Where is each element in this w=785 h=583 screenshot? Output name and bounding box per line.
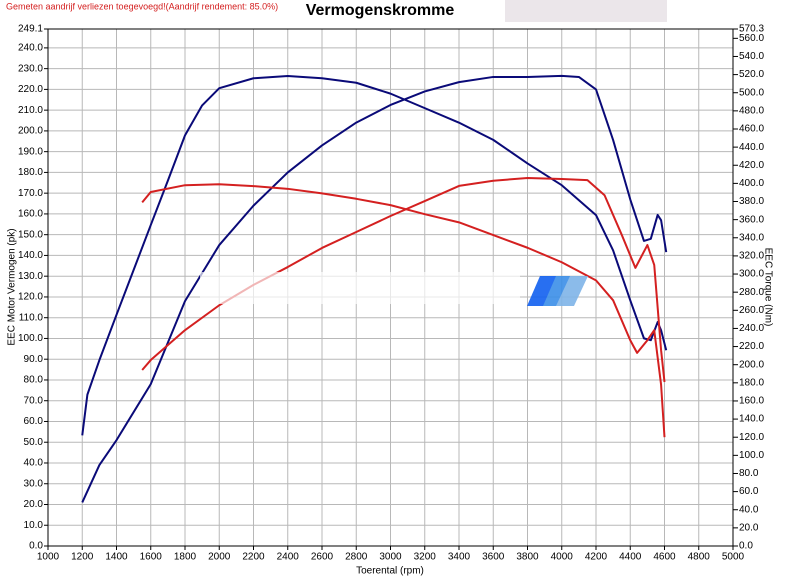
x-tick-label: 4800 bbox=[688, 552, 711, 563]
y2-tick-label: 440.0 bbox=[739, 142, 764, 153]
y2-tick-label: 320.0 bbox=[739, 251, 764, 262]
x-tick-label: 3800 bbox=[516, 552, 539, 563]
y2-tick-label: 560.0 bbox=[739, 33, 764, 44]
y2-tick-label: 400.0 bbox=[739, 178, 764, 189]
y-tick-label: 230.0 bbox=[18, 63, 43, 74]
x-tick-label: 1800 bbox=[174, 552, 197, 563]
x-tick-label: 3000 bbox=[379, 552, 402, 563]
x-tick-label: 4600 bbox=[653, 552, 676, 563]
y-tick-label: 120.0 bbox=[18, 292, 43, 303]
series-line bbox=[141, 183, 666, 438]
y-tick-label: 30.0 bbox=[24, 478, 44, 489]
x-tick-label: 2800 bbox=[345, 552, 368, 563]
annotation: Gemeten aandrijf verliezen toegevoegd!(A… bbox=[6, 1, 278, 11]
lines bbox=[81, 74, 668, 503]
y2-tick-label: 480.0 bbox=[739, 106, 764, 117]
series-line bbox=[81, 74, 668, 436]
y-axis-label: EEC Motor Vermogen (pk) bbox=[7, 228, 18, 345]
y-tick-label: 130.0 bbox=[18, 271, 43, 282]
x-tick-label: 1000 bbox=[37, 552, 60, 563]
y2-tick-label: 40.0 bbox=[739, 504, 759, 515]
y2-tick-label: 340.0 bbox=[739, 232, 764, 243]
y-tick-label: 140.0 bbox=[18, 250, 43, 261]
y2-tick-label: 280.0 bbox=[739, 287, 764, 298]
y2-tick-label: 380.0 bbox=[739, 196, 764, 207]
logo-shape bbox=[556, 276, 588, 306]
x-tick-label: 1200 bbox=[71, 552, 94, 563]
x-tick-label: 5000 bbox=[722, 552, 745, 563]
x-axis-label: Toerental (rpm) bbox=[356, 566, 424, 577]
y-tick-label: 210.0 bbox=[18, 105, 43, 116]
x-tick-label: 3200 bbox=[414, 552, 437, 563]
logo bbox=[200, 272, 588, 306]
x-tick-label: 2400 bbox=[277, 552, 300, 563]
y2-tick-label: 80.0 bbox=[739, 468, 759, 479]
x-tick-label: 4400 bbox=[619, 552, 642, 563]
series-line bbox=[81, 74, 668, 503]
y2-tick-label: 500.0 bbox=[739, 87, 764, 98]
x-tick-label: 1600 bbox=[140, 552, 163, 563]
y2-tick-label: 0.0 bbox=[739, 541, 753, 552]
y-tick-label: 40.0 bbox=[24, 458, 44, 469]
y-tick-label: 240.0 bbox=[18, 43, 43, 54]
y-tick-label: 110.0 bbox=[19, 312, 44, 323]
y-tick-label: 90.0 bbox=[24, 354, 44, 365]
y2-tick-label: 360.0 bbox=[739, 214, 764, 225]
y-tick-label: 150.0 bbox=[18, 229, 43, 240]
x-tick-label: 3600 bbox=[482, 552, 505, 563]
y-tick-label: 249.1 bbox=[18, 24, 43, 35]
y2-tick-label: 260.0 bbox=[739, 305, 764, 316]
y2-tick-label: 100.0 bbox=[739, 450, 764, 461]
x-tick-label: 1400 bbox=[105, 552, 128, 563]
y2-tick-label: 570.3 bbox=[739, 24, 764, 35]
y2-tick-label: 420.0 bbox=[739, 160, 764, 171]
y-tick-label: 50.0 bbox=[24, 437, 44, 448]
y2-tick-label: 140.0 bbox=[739, 414, 764, 425]
y-tick-label: 170.0 bbox=[18, 188, 43, 199]
y2-tick-label: 460.0 bbox=[739, 124, 764, 135]
y-tick-label: 190.0 bbox=[18, 146, 43, 157]
y-tick-label: 0.0 bbox=[29, 541, 43, 552]
y2-tick-label: 60.0 bbox=[739, 486, 759, 497]
y2-tick-label: 540.0 bbox=[739, 51, 764, 62]
y-tick-label: 80.0 bbox=[24, 375, 44, 386]
x-tick-label: 3400 bbox=[448, 552, 471, 563]
x-tick-label: 2000 bbox=[208, 552, 231, 563]
x-tick-label: 4200 bbox=[585, 552, 608, 563]
y-tick-label: 20.0 bbox=[24, 499, 44, 510]
x-tick-label: 4000 bbox=[551, 552, 574, 563]
chart-title: Vermogenskromme bbox=[306, 2, 455, 19]
x-tick-label: 2200 bbox=[242, 552, 265, 563]
y2-tick-label: 220.0 bbox=[739, 341, 764, 352]
y2-axis-label: EEC Torque (Nm) bbox=[762, 248, 773, 327]
y2-tick-label: 160.0 bbox=[739, 396, 764, 407]
y2-tick-label: 20.0 bbox=[739, 523, 759, 534]
logo-backdrop bbox=[200, 272, 520, 304]
y-tick-label: 220.0 bbox=[18, 84, 43, 95]
y-tick-label: 70.0 bbox=[24, 395, 44, 406]
y-tick-label: 200.0 bbox=[18, 126, 43, 137]
y-tick-label: 60.0 bbox=[24, 416, 44, 427]
y-tick-label: 10.0 bbox=[24, 520, 44, 531]
y2-tick-label: 180.0 bbox=[739, 377, 764, 388]
y2-tick-label: 120.0 bbox=[739, 432, 764, 443]
y-tick-label: 180.0 bbox=[18, 167, 43, 178]
y-tick-label: 100.0 bbox=[18, 333, 43, 344]
y2-tick-label: 240.0 bbox=[739, 323, 764, 334]
y-tick-label: 160.0 bbox=[18, 209, 43, 220]
y2-tick-label: 200.0 bbox=[739, 359, 764, 370]
x-tick-label: 2600 bbox=[311, 552, 334, 563]
y2-tick-label: 520.0 bbox=[739, 69, 764, 80]
header-box bbox=[505, 0, 667, 22]
y2-tick-label: 300.0 bbox=[739, 269, 764, 280]
